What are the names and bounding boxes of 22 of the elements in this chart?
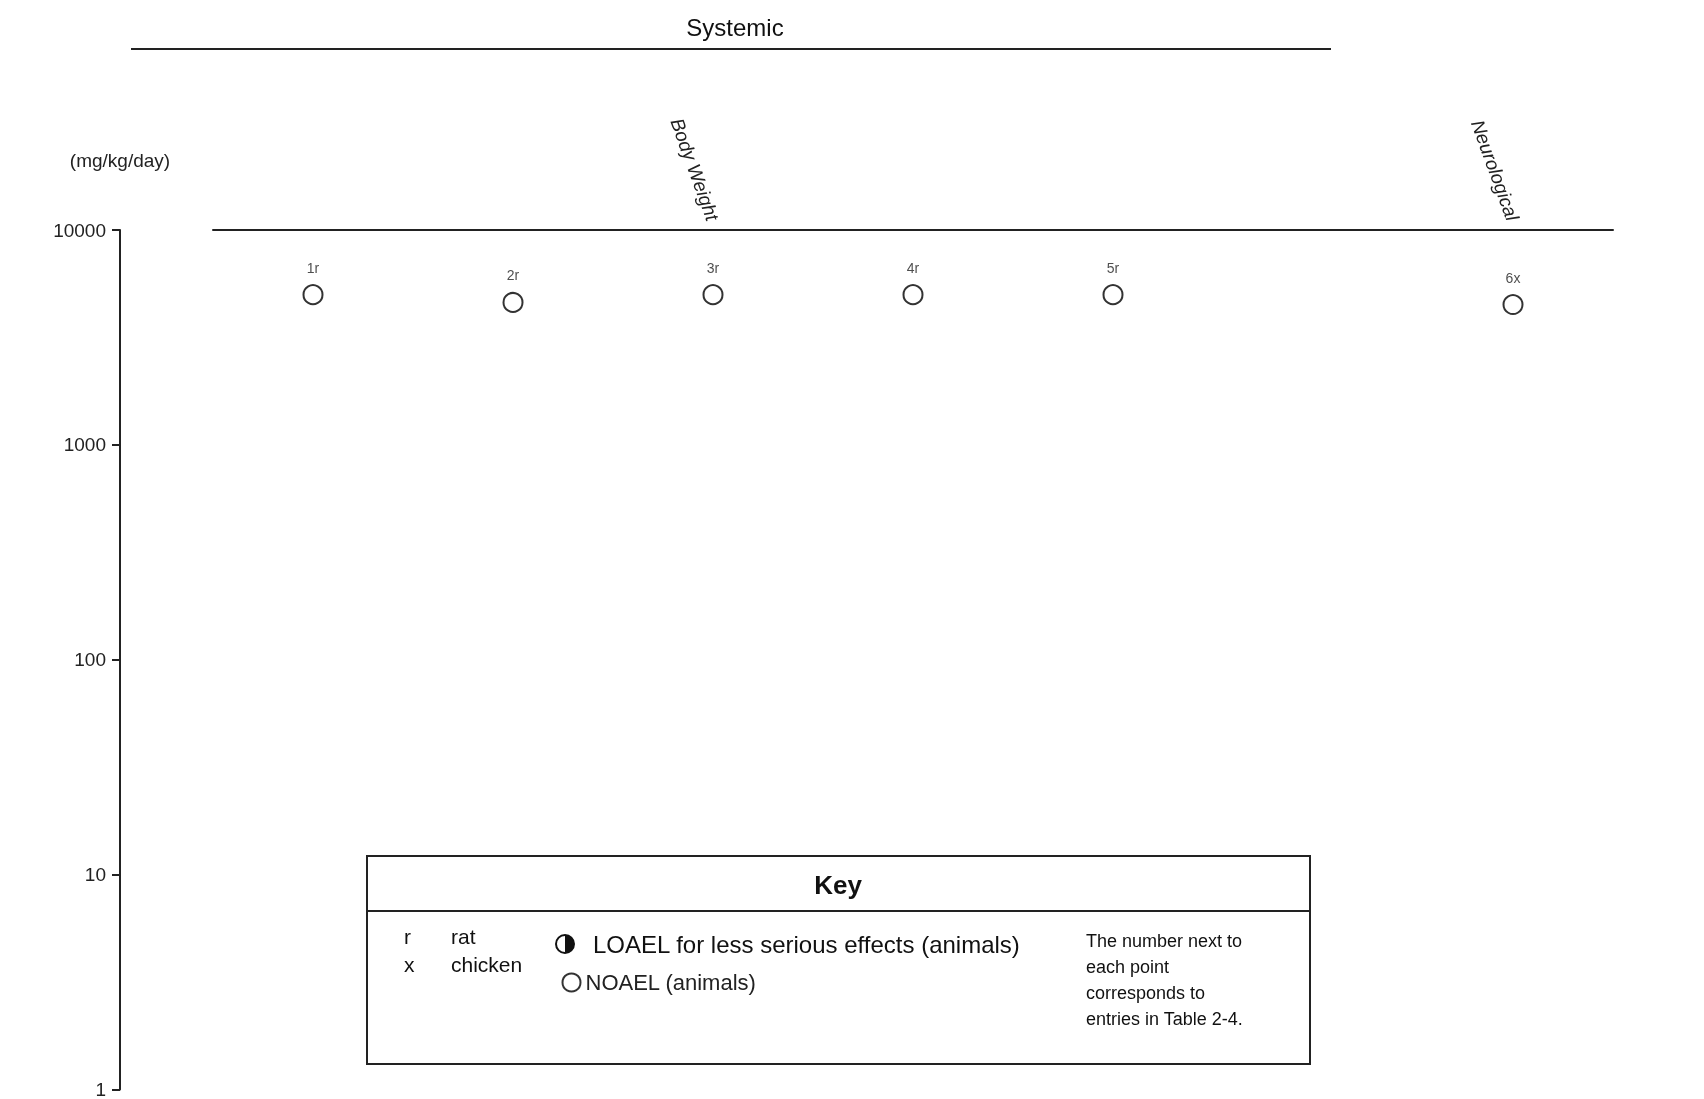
y-tick-label: 1000 <box>63 434 106 456</box>
annotation: 3r <box>706 259 720 276</box>
annotation: 1r <box>306 259 320 276</box>
legend-label: NOAEL (animals) <box>585 970 756 995</box>
annotation: 4r <box>906 259 920 276</box>
annotation: x <box>404 953 415 977</box>
y-tick-label: 1 <box>95 1079 106 1099</box>
y-tick-label: 10 <box>84 864 106 886</box>
x-tick-label: Body Weight <box>666 115 724 225</box>
annotation: 2r <box>506 267 520 284</box>
annotation: 5r <box>1106 259 1120 276</box>
annotation: chicken <box>451 953 523 977</box>
y-tick-label: 10000 <box>53 219 106 241</box>
annotation: The number next to each point corresponds to entries in Table 2-4. <box>1086 930 1244 1031</box>
annotation: Key <box>814 870 862 901</box>
annotation: 6x <box>1505 269 1521 286</box>
y-tick-label: 100 <box>74 649 106 671</box>
annotation: r <box>404 925 411 949</box>
chart-title: Systemic <box>686 13 784 41</box>
y-axis-title: (mg/kg/day) <box>69 150 171 171</box>
annotation: LOAEL for less serious effects (animals) <box>593 931 1020 959</box>
annotation: rat <box>451 925 476 949</box>
